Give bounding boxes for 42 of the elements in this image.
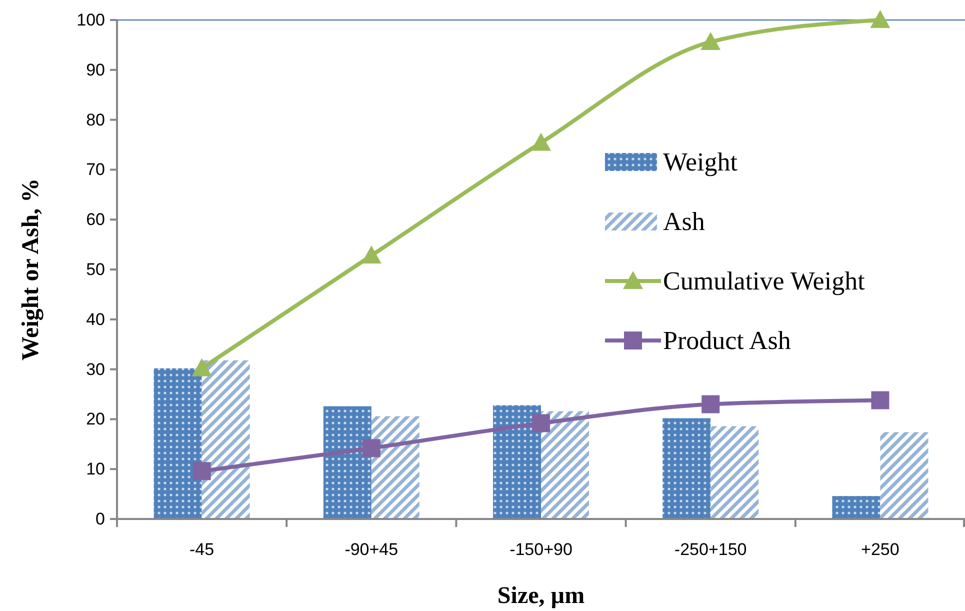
point bbox=[870, 10, 890, 28]
point bbox=[362, 439, 380, 458]
point bbox=[700, 32, 721, 50]
y-tick-label: 100 bbox=[76, 10, 105, 30]
point bbox=[361, 246, 382, 264]
bar bbox=[493, 405, 541, 519]
bar bbox=[541, 411, 589, 519]
point bbox=[531, 132, 551, 151]
bar bbox=[880, 432, 928, 519]
point bbox=[192, 358, 212, 376]
bar bbox=[710, 426, 759, 519]
y-tick-label: 50 bbox=[86, 260, 105, 279]
y-tick-label: 40 bbox=[86, 310, 105, 329]
bar bbox=[662, 418, 711, 519]
y-tick-label: 10 bbox=[86, 460, 105, 479]
y-tick-label: 0 bbox=[96, 510, 105, 528]
legend-label: Cumulative Weight bbox=[663, 266, 866, 296]
x-tick-label: -90+45 bbox=[344, 540, 398, 559]
y-tick-label: 80 bbox=[86, 110, 105, 130]
x-tick-label: -250+150 bbox=[674, 540, 747, 559]
point bbox=[702, 395, 720, 414]
bar bbox=[202, 360, 250, 519]
legend-label: Product Ash bbox=[663, 326, 791, 355]
bar bbox=[371, 416, 420, 519]
y-tick-label: 60 bbox=[86, 210, 105, 230]
y-tick-label: 90 bbox=[86, 60, 105, 80]
legend-label: Ash bbox=[663, 207, 705, 236]
x-tick-label: +250 bbox=[861, 540, 900, 559]
legend-label: Weight bbox=[663, 148, 738, 176]
x-tick-label: -150+90 bbox=[510, 540, 572, 559]
point bbox=[871, 391, 890, 410]
point bbox=[532, 414, 550, 432]
bar bbox=[154, 368, 202, 519]
x-tick-label: -45 bbox=[190, 540, 214, 559]
y-axis-title: Weight or Ash, % bbox=[18, 178, 44, 361]
y-tick-label: 20 bbox=[86, 410, 105, 429]
y-tick-label: 30 bbox=[86, 360, 105, 379]
bar bbox=[832, 496, 880, 519]
y-tick-label: 70 bbox=[86, 160, 105, 180]
bar bbox=[323, 406, 372, 519]
point bbox=[192, 462, 211, 480]
x-axis-title: Size, µm bbox=[497, 583, 585, 609]
